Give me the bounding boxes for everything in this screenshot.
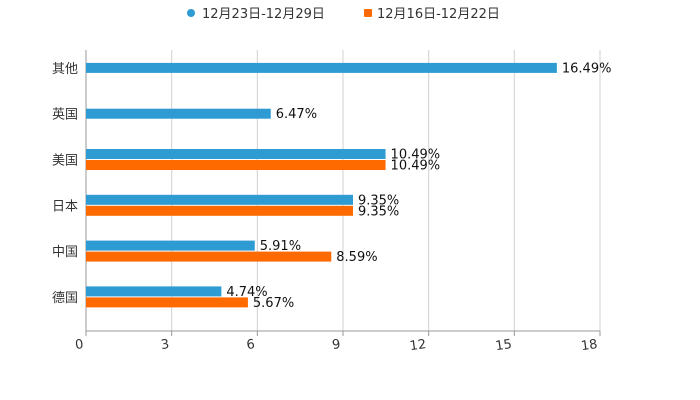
x-axis-ticks: 0 3 6 9 12 15 18 [74,331,601,354]
x-tick-label-0: 0 [74,337,84,353]
bar-value-label: 4.74% [226,285,267,300]
bar-value-label: 6.47% [276,107,317,122]
x-tick-label-15: 15 [494,337,512,354]
bars: 16.49% 6.47% 10.49%10.49% 9.35%9.35% 5.91% 8.… [86,61,611,311]
legend-marker-series-2 [364,9,372,17]
bar-value-label: 5.91% [260,239,301,254]
bar-series-1[interactable] [86,240,255,251]
legend: 12月23日-12月29日 12月16日-12月22日 [187,7,500,22]
category-label: 美国 [52,154,78,169]
bar-series-1[interactable] [86,194,353,205]
category-label: 德国 [52,291,78,306]
category-label: 英国 [52,108,78,123]
x-tick-label-9: 9 [331,337,341,353]
bar-series-2[interactable] [86,205,353,216]
x-tick-label-18: 18 [580,337,598,354]
bar-value-label: 10.49% [391,148,441,163]
x-tick-label-12: 12 [409,337,427,354]
bar-value-label: 9.35% [358,193,399,208]
bar-value-label: 16.49% [562,61,612,76]
legend-marker-series-1 [187,9,195,17]
legend-item-series-1[interactable]: 12月23日-12月29日 [187,7,325,22]
bar-value-label: 5.67% [253,296,294,311]
bar-series-1[interactable] [86,286,222,297]
bar-series-2[interactable] [86,251,332,262]
grid [85,50,601,332]
x-tick-label-3: 3 [160,337,170,353]
bar-series-1[interactable] [86,149,386,159]
bar-value-label: 8.59% [336,250,377,265]
bar-series-1[interactable] [86,108,271,119]
category-label: 日本 [52,199,78,214]
bar-value-label: 9.35% [358,204,399,219]
legend-item-series-2[interactable]: 12月16日-12月22日 [364,7,500,22]
bar-value-label: 10.49% [391,159,441,174]
bar-series-2[interactable] [86,160,386,170]
x-tick-label-6: 6 [246,337,256,353]
legend-label-series-2: 12月16日-12月22日 [377,7,500,22]
legend-label-series-1: 12月23日-12月29日 [202,7,325,22]
category-label: 中国 [52,245,78,260]
bar-series-1[interactable] [86,62,557,73]
category-label: 其他 [52,62,78,77]
bar-series-2[interactable] [86,297,248,308]
